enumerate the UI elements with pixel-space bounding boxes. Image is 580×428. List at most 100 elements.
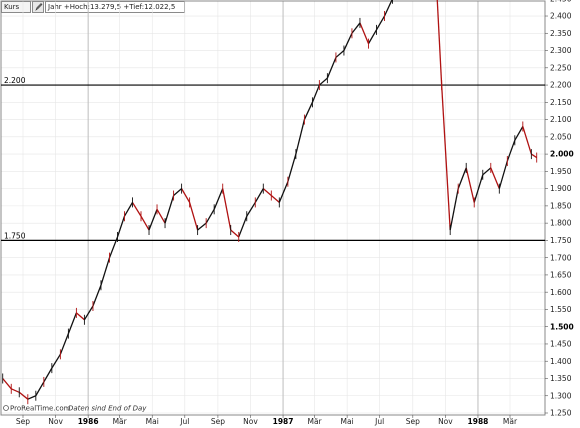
y-axis: 2.8502.8002.7502.7002.6502.6002.5502.500… [545,0,574,418]
x-tick-label: Nov [48,417,63,426]
series-segment [156,209,166,224]
series-segment [270,195,280,203]
series-segment [465,167,475,203]
y-tick-label: 2.200 [550,81,572,90]
chart-grid [1,1,545,415]
y-tick-label: 2.400 [550,12,572,21]
y-tick-label: 1.850 [550,201,572,210]
copyright-icon [3,405,9,411]
y-tick-label: 1.450 [550,340,572,349]
series-segment [359,22,370,44]
x-tick-label: Mai [146,417,159,426]
series-segment [514,126,524,141]
footer-brand: ProRealTime.com [10,405,71,413]
reference-line-label: 2.200 [4,76,26,85]
series-segment [140,215,150,231]
x-tick-label: Mär [307,417,322,426]
y-tick-label: 1.400 [550,357,572,366]
series-segment [181,188,191,203]
x-tick-label: 1987 [273,417,294,426]
footer-credit: ProRealTime.com Daten sind End of Day [3,405,147,413]
y-tick-label: 1.950 [550,167,572,176]
series-segment [351,22,361,34]
series-segment [59,333,69,355]
reference-line-label: 1.750 [4,231,26,240]
x-tick-label: Mär [503,417,518,426]
series-segment [108,236,119,258]
series-segment [164,195,175,224]
series-segment [100,257,111,286]
series-segment [148,209,158,231]
price-series [2,0,538,405]
y-tick-label: 1.350 [550,374,572,383]
series-segment [75,312,85,321]
series-segment [326,57,337,79]
series-segment [230,229,240,238]
series-segment [35,381,45,397]
series-segment [83,305,94,321]
y-tick-label: 2.350 [550,29,572,38]
series-segment [490,167,500,189]
series-segment [246,202,256,217]
x-tick-label: Sep [16,417,30,426]
x-tick-label: 1988 [468,417,489,426]
series-segment [457,167,467,189]
series-segment [383,0,393,17]
series-segment [92,285,102,307]
y-tick-label: 2.000 [550,150,574,159]
series-segment [188,202,199,231]
series-segment [213,188,224,210]
series-segment [27,395,37,400]
series-segment [449,188,459,231]
y-tick-label: 1.550 [550,305,572,314]
y-tick-label: 2.300 [550,46,572,55]
series-segment [123,202,134,217]
x-tick-label: 1986 [78,417,99,426]
y-tick-label: 2.450 [550,0,572,3]
plot-frame [0,0,546,416]
y-tick-label: 1.750 [550,236,572,245]
series-segment [2,378,12,390]
x-tick-label: Jul [374,417,384,426]
series-segment [222,188,232,231]
series-segment [473,174,484,203]
y-tick-label: 2.250 [550,63,572,72]
y-tick-label: 1.900 [550,184,572,193]
y-tick-label: 1.250 [550,409,572,418]
x-tick-label: Sep [406,417,420,426]
footer-note: Daten sind End of Day [68,405,147,413]
x-tick-label: Mär [113,417,128,426]
series-segment [498,160,508,189]
series-segment [375,15,386,31]
y-tick-label: 2.100 [550,115,572,124]
series-segment [311,84,320,103]
series-segment [303,102,314,120]
series-segment [67,312,78,334]
series-segment [18,391,29,400]
series-segment [506,140,516,162]
series-segment [131,202,142,217]
series-segment [197,222,207,231]
series-segment [335,50,345,58]
series-segment [205,209,215,224]
series-segment [10,388,20,393]
x-tick-label: Sep [211,417,225,426]
x-tick-label: Nov [438,417,453,426]
series-segment [482,167,492,176]
series-segment [295,119,306,155]
y-tick-label: 1.700 [550,253,572,262]
series-segment [262,188,272,197]
series-segment [173,188,183,197]
series-segment [343,33,353,51]
series-segment [367,29,378,44]
series-segment [254,188,264,203]
series-segment [436,0,443,86]
y-tick-label: 1.650 [550,271,572,280]
series-segment [238,216,248,238]
x-tick-label: Jul [179,417,189,426]
y-tick-label: 2.050 [550,132,572,141]
series-segment [43,367,53,383]
series-segment [278,181,289,203]
series-segment [531,153,538,159]
